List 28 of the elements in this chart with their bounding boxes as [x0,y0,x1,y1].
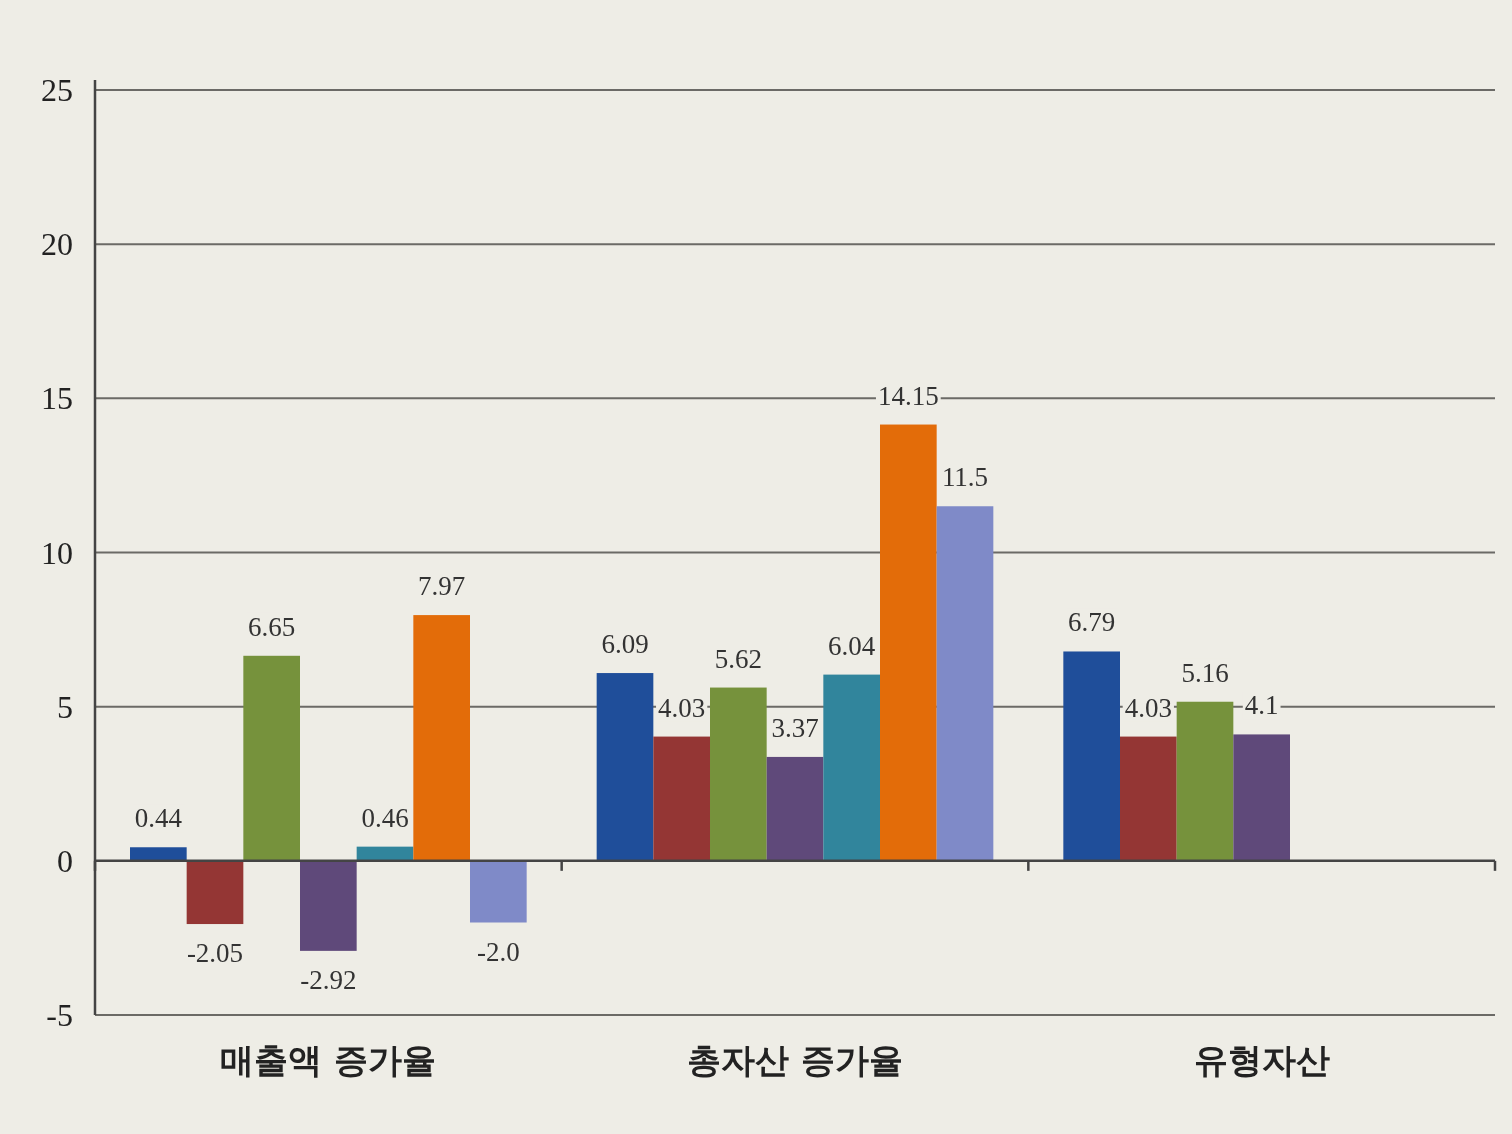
data-label: 6.09 [601,629,649,660]
data-label: 6.79 [1068,607,1116,638]
data-label: 0.44 [134,803,182,834]
category-label: 유형자산 [1193,1040,1330,1080]
y-tick-label: 0 [57,842,73,879]
data-label: 3.37 [771,712,819,743]
data-label: 5.62 [714,643,762,674]
y-tick-label: -5 [46,997,73,1033]
category-label: 매출액 증가율 [220,1040,437,1080]
y-tick-label: 25 [41,72,73,108]
data-label: 6.04 [828,630,876,661]
data-label: -2.0 [476,936,520,967]
data-label: 7.97 [418,571,466,602]
y-tick-label: 5 [57,688,73,725]
y-tick-label: 10 [41,534,73,571]
data-label: -2.92 [300,964,357,995]
data-label: 4.03 [658,692,706,723]
data-label: 6.65 [248,611,296,642]
data-label: -2.05 [186,938,244,969]
data-label: 14.15 [877,380,939,411]
y-tick-label: 20 [41,226,73,263]
data-label: 4.1 [1244,690,1279,721]
data-label: 0.46 [361,802,409,833]
data-label: 4.03 [1124,692,1172,723]
data-label: 5.16 [1181,657,1229,688]
y-tick-label: 15 [41,380,73,417]
data-label: 11.5 [941,462,989,493]
category-label: 총자산 증가율 [687,1040,903,1080]
